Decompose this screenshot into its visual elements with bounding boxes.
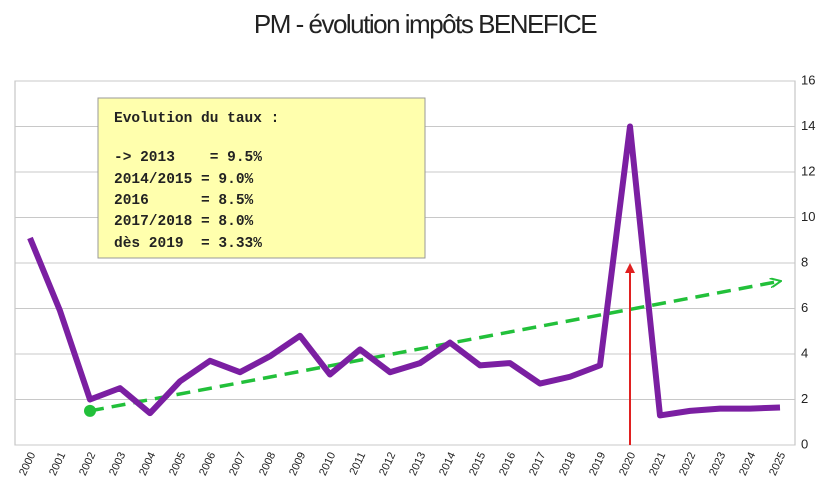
x-tick-label: 2023 — [707, 450, 728, 477]
x-tick-label: 2004 — [137, 450, 158, 477]
annotation-line: -> 2013 = 9.5% — [114, 150, 262, 166]
y-tick-label: 12 — [801, 163, 815, 178]
x-tick-label: 2020 — [617, 450, 638, 477]
annotation-line: dès 2019 = 3.33% — [114, 236, 262, 252]
y-tick-label: 4 — [801, 345, 808, 360]
x-tick-label: 2008 — [257, 450, 278, 477]
y-tick-label: 2 — [801, 391, 808, 406]
y-tick-label: 6 — [801, 300, 808, 315]
x-tick-label: 2003 — [107, 450, 128, 477]
x-tick-label: 2002 — [77, 450, 98, 477]
y-tick-label: 8 — [801, 254, 808, 269]
annotation-line: Evolution du taux : — [114, 111, 279, 127]
y-tick-label: 0 — [801, 436, 808, 451]
annotation-box — [97, 97, 426, 259]
x-tick-label: 2022 — [677, 450, 698, 477]
x-tick-label: 2001 — [47, 450, 68, 477]
x-tick-label: 2025 — [767, 450, 788, 477]
x-tick-label: 2011 — [347, 450, 368, 477]
data-line — [27, 123, 781, 419]
y-tick-label: 14 — [801, 118, 815, 133]
trend-start — [84, 404, 96, 417]
chart-title: PM - évolution impôts BENEFICE — [254, 9, 597, 39]
x-tick-label: 2000 — [17, 450, 38, 477]
x-tick-label: 2010 — [317, 450, 338, 477]
x-tick-label: 2009 — [287, 450, 308, 477]
x-tick-label: 2007 — [227, 450, 248, 477]
x-tick-label: 2006 — [197, 450, 218, 477]
x-tick-label: 2005 — [167, 450, 188, 477]
x-tick-label: 2012 — [377, 450, 398, 477]
y-tick-label: 10 — [801, 209, 815, 224]
annotation-line: 2017/2018 = 8.0% — [114, 214, 254, 230]
annotation-line: 2016 = 8.5% — [114, 193, 254, 209]
x-tick-label: 2013 — [407, 450, 428, 477]
x-tick-label: 2014 — [437, 450, 458, 477]
x-tick-label: 2019 — [587, 450, 608, 477]
x-tick-label: 2018 — [557, 450, 578, 477]
x-tick-label: 2024 — [737, 450, 758, 477]
y-tick-label: 16 — [801, 72, 815, 87]
annotation-line: 2014/2015 = 9.0% — [114, 172, 254, 188]
arrow-head — [625, 263, 635, 273]
x-tick-label: 2016 — [497, 450, 518, 477]
x-tick-label: 2017 — [527, 450, 548, 477]
x-tick-label: 2021 — [647, 450, 668, 477]
trend-line — [89, 281, 780, 413]
x-tick-label: 2015 — [467, 450, 488, 477]
